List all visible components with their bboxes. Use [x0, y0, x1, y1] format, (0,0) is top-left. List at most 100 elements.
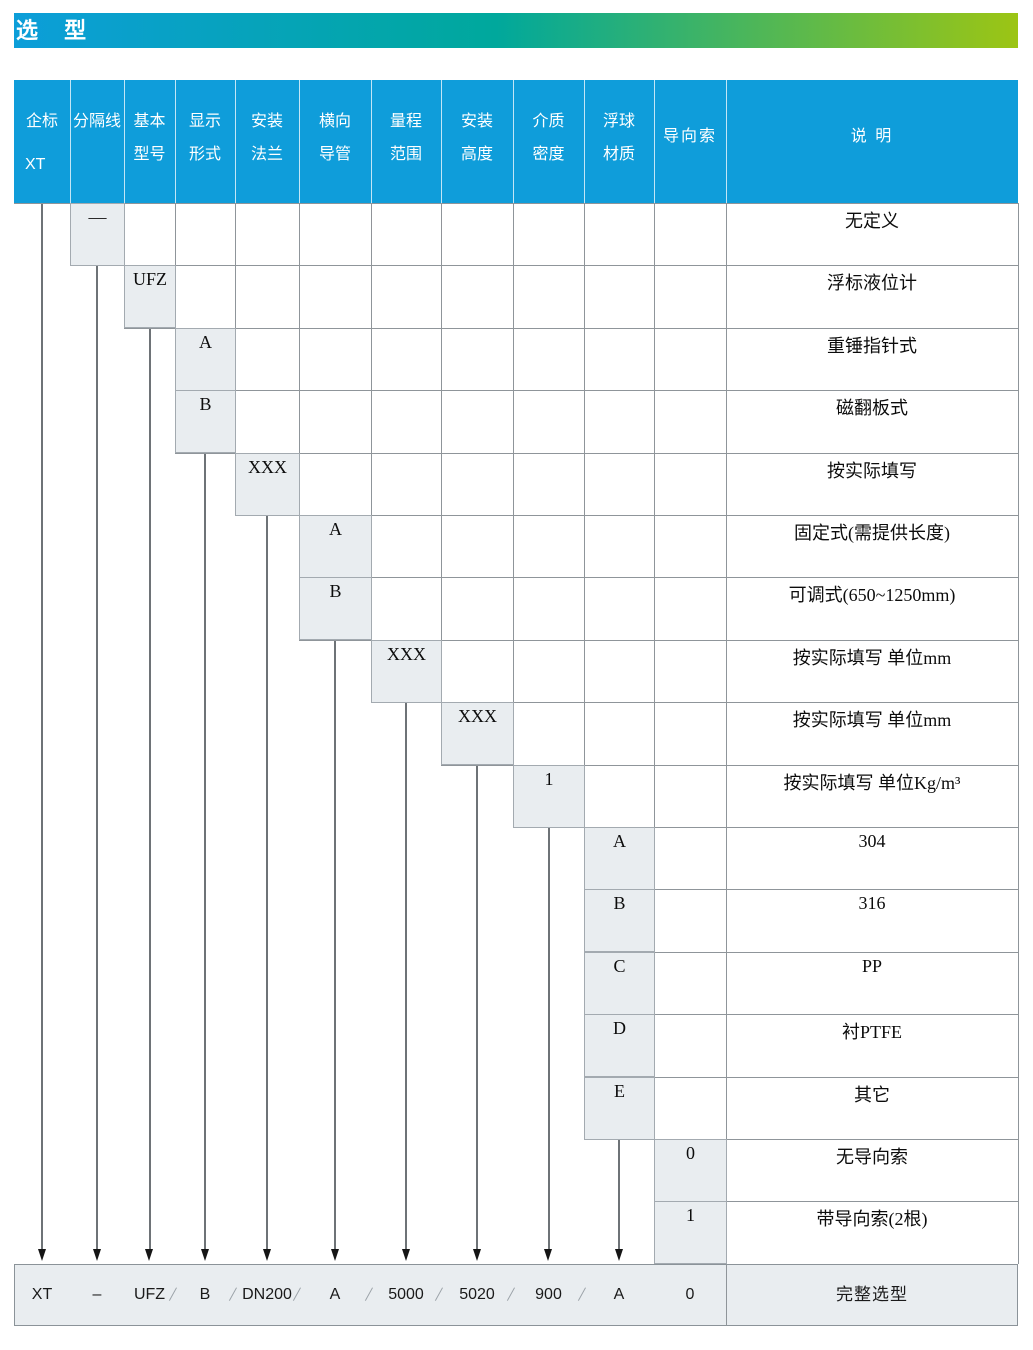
header-label: 企标	[25, 113, 58, 130]
header-col-horizontal-conduit: 横向 导管	[299, 80, 371, 203]
grid-vline	[299, 203, 300, 640]
column-arrow-head-enterprise-standard	[38, 1249, 46, 1261]
header-divider	[726, 80, 727, 203]
result-description: 完整选型	[836, 1285, 908, 1304]
header-label: 横向 导管	[318, 113, 351, 163]
option-cell-separator-0: —	[70, 203, 125, 266]
grid-hline	[175, 453, 1018, 454]
option-description: 重锤指针式	[827, 336, 917, 356]
column-arrow-line-basic-model	[149, 329, 151, 1250]
column-arrow-head-display-form	[201, 1249, 209, 1261]
column-arrow-head-measuring-range	[402, 1249, 410, 1261]
header-divider	[654, 80, 655, 203]
header-label: 说 明	[850, 127, 894, 145]
option-cell-medium-density-9: 1	[513, 765, 585, 828]
grid-vline	[441, 203, 442, 765]
grid-hline	[513, 827, 1018, 828]
option-description: PP	[861, 956, 883, 976]
grid-hline	[584, 889, 1018, 890]
option-description: 固定式(需提供长度)	[794, 523, 950, 543]
grid-hline	[441, 765, 1018, 766]
header-code-xt: XT	[25, 156, 46, 173]
section-title: 选 型	[16, 18, 97, 43]
column-arrow-head-separator	[93, 1249, 101, 1261]
option-cell-float-material-10: A	[584, 827, 655, 890]
option-description: 可调式(650~1250mm)	[788, 585, 956, 605]
section-banner: 选 型	[14, 13, 1018, 48]
header-col-basic-model: 基本 型号	[124, 80, 175, 203]
grid-hline	[584, 952, 1018, 953]
column-arrow-line-float-material	[618, 1140, 620, 1250]
column-arrow-line-mounting-flange	[266, 516, 268, 1250]
header-divider	[70, 80, 71, 203]
header-divider	[513, 80, 514, 203]
grid-hline	[70, 265, 1018, 266]
grid-hline	[175, 390, 1018, 391]
option-description: 磁翻板式	[836, 398, 908, 418]
result-row	[14, 1264, 1018, 1326]
grid-vline	[654, 203, 655, 1264]
result-value-horizontal-conduit: A	[329, 1286, 341, 1303]
column-arrow-line-mounting-height	[476, 766, 478, 1250]
header-col-enterprise-standard: 企标	[14, 80, 70, 203]
option-description: 浮标液位计	[827, 273, 917, 293]
option-description: 按实际填写	[827, 461, 917, 481]
header-col-display-form: 显示 形式	[175, 80, 235, 203]
option-description: 带导向索(2根)	[816, 1209, 928, 1229]
header-label: 导向索	[662, 127, 717, 145]
column-arrow-head-basic-model	[145, 1249, 153, 1261]
option-cell-measuring-range-7: XXX	[371, 640, 442, 703]
header-divider	[124, 80, 125, 203]
grid-hline	[584, 1014, 1018, 1015]
option-cell-display-form-2: A	[175, 328, 236, 391]
option-cell-float-material-12: C	[584, 952, 655, 1015]
column-arrow-head-float-material	[615, 1249, 623, 1261]
option-description: 按实际填写 单位mm	[792, 648, 952, 668]
column-arrow-head-horizontal-conduit	[331, 1249, 339, 1261]
option-cell-horizontal-conduit-6: B	[299, 577, 372, 640]
grid-hline	[235, 515, 1018, 516]
grid-vline	[726, 203, 727, 1264]
header-divider	[235, 80, 236, 203]
result-value-mounting-flange: DN200	[242, 1286, 292, 1303]
column-arrow-head-medium-density	[544, 1249, 552, 1261]
option-description: 无定义	[845, 211, 899, 231]
header-col-mounting-height: 安装 高度	[441, 80, 513, 203]
header-col-description: 说 明	[726, 80, 1018, 203]
option-cell-guide-cable-15: 0	[654, 1139, 727, 1202]
header-col-float-material: 浮球 材质	[584, 80, 654, 203]
option-description: 按实际填写 单位mm	[792, 710, 952, 730]
result-value-basic-model: UFZ	[133, 1286, 166, 1303]
column-arrow-line-enterprise-standard	[41, 204, 43, 1250]
header-label: 安装 法兰	[250, 113, 283, 163]
header-col-separator: 分隔线	[70, 80, 124, 203]
result-value-mounting-height: 5020	[459, 1286, 495, 1303]
header-label: 分隔线	[72, 113, 121, 130]
option-cell-mounting-flange-4: XXX	[235, 453, 300, 516]
grid-hline	[299, 640, 1018, 641]
column-arrow-head-mounting-flange	[263, 1249, 271, 1261]
grid-hline	[124, 328, 1018, 329]
column-arrow-head-mounting-height	[473, 1249, 481, 1261]
grid-vline	[513, 203, 514, 827]
grid-hline	[299, 577, 1018, 578]
header-divider	[299, 80, 300, 203]
header-label: 浮球 材质	[602, 113, 635, 163]
header-divider	[584, 80, 585, 203]
option-cell-horizontal-conduit-5: A	[299, 515, 372, 578]
header-col-guide-cable: 导向索	[654, 80, 726, 203]
header-col-medium-density: 介质 密度	[513, 80, 584, 203]
header-label: 介质 密度	[532, 113, 565, 163]
option-cell-display-form-3: B	[175, 390, 236, 453]
result-value-medium-density: 900	[535, 1286, 562, 1303]
option-description: 按实际填写 单位Kg/m³	[783, 773, 961, 793]
result-value-enterprise-standard: XT	[31, 1286, 53, 1303]
grid-hline	[14, 203, 1018, 204]
grid-hline	[584, 1077, 1018, 1078]
option-description: 无导向索	[836, 1147, 908, 1167]
column-arrow-line-separator	[96, 266, 98, 1249]
option-cell-mounting-height-8: XXX	[441, 702, 514, 765]
option-cell-float-material-13: D	[584, 1014, 655, 1077]
header-divider	[371, 80, 372, 203]
